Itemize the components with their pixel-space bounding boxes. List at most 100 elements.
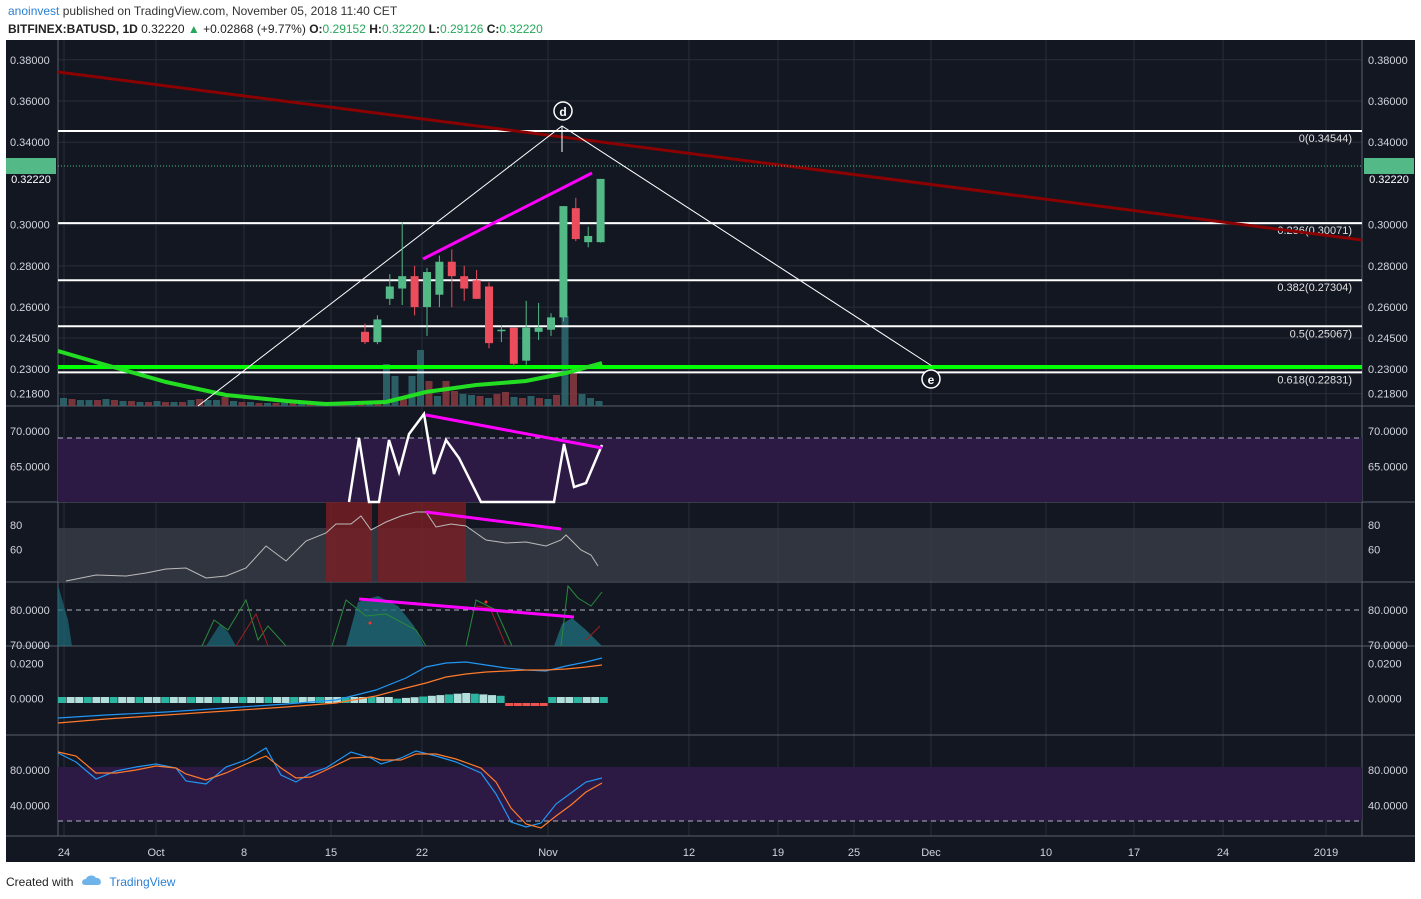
price-tick-right: 0.30000 xyxy=(1368,220,1408,232)
macd-hist-bar xyxy=(298,697,307,703)
low-value: 0.29126 xyxy=(440,22,484,36)
macd-hist-bar xyxy=(230,697,238,703)
last-price-tag-right: 0.32220 xyxy=(1369,174,1409,186)
macd-hist-bar xyxy=(531,703,539,706)
price-tick-left: 0.26000 xyxy=(10,302,50,314)
time-tick-label: Dec xyxy=(921,847,941,859)
volume-bar xyxy=(298,404,305,406)
volume-bar xyxy=(153,401,161,406)
macd-hist-bar xyxy=(488,695,496,703)
pattern-point-d[interactable]: d xyxy=(553,101,573,121)
stoch-d-line xyxy=(57,751,603,829)
volume-bar xyxy=(289,403,297,406)
macd-hist-bar xyxy=(565,697,574,703)
close-value: 0.32220 xyxy=(499,22,543,36)
symbol-info: BITFINEX:BATUSD, 1D 0.32220 ▲ +0.02868 (… xyxy=(8,22,543,36)
indicator-tick-right: 80.0000 xyxy=(1368,765,1408,777)
pattern-point-e[interactable]: e xyxy=(921,369,941,389)
mfi-divergence-line xyxy=(358,597,575,619)
macd-hist-bar xyxy=(462,693,471,703)
candle-body xyxy=(435,261,444,295)
price-trendline-magenta xyxy=(422,171,593,261)
macd-hist-bar xyxy=(599,697,608,703)
rsi-line xyxy=(347,410,604,504)
time-tick-label: 19 xyxy=(772,847,784,859)
volume-bar xyxy=(179,402,186,406)
macd-hist-bar xyxy=(161,697,170,703)
macd-hist-bar xyxy=(453,693,462,703)
volume-bar xyxy=(204,400,212,406)
volume-bar xyxy=(561,316,569,406)
volume-bar xyxy=(213,400,220,406)
fib-level-label: 0.618(0.22831) xyxy=(1277,374,1352,386)
volume-bar xyxy=(170,402,178,406)
volume-bar xyxy=(281,403,288,406)
last-price-tag: 0.32220 0.32220 xyxy=(6,158,1414,186)
macd-hist-bar xyxy=(290,697,299,703)
candle-body xyxy=(447,261,456,277)
macd-hist-bar xyxy=(101,697,109,703)
fib-levels: 0(0.34544) 0.236(0.30071) 0.382(0.27304) 0.… xyxy=(58,130,1362,386)
macd-hist-bar xyxy=(58,697,66,703)
change-arrow-icon: ▲ xyxy=(187,22,200,36)
candle-body xyxy=(485,286,493,344)
author-link[interactable]: anoinvest xyxy=(8,4,60,18)
indicator-axes: 70.0000 70.0000 65.0000 65.0000 80 80 60 60 0.02… xyxy=(10,426,1408,812)
volume-bar xyxy=(77,400,84,406)
stoch-rsi-band xyxy=(58,528,1362,582)
volume-bar xyxy=(102,399,110,406)
mfi-tick-right: 80.0000 xyxy=(1368,605,1408,617)
volume-bar xyxy=(221,397,229,406)
candle-body xyxy=(559,206,568,318)
price-tick-right: 0.36000 xyxy=(1368,96,1408,108)
macd-hist-bar xyxy=(247,697,256,703)
volume-bar xyxy=(230,401,237,406)
volume-bar xyxy=(94,400,101,406)
time-tick-label: 8 xyxy=(241,847,247,859)
indicator-tick-left: 80.0000 xyxy=(10,765,50,777)
macd-hist-bar xyxy=(212,697,221,703)
macd-hist-bar xyxy=(126,697,135,703)
macd-hist-bar xyxy=(316,697,324,703)
macd-hist-bar xyxy=(376,697,385,703)
macd-hist-bar xyxy=(273,697,281,703)
chart-canvas[interactable]: 0(0.34544)0.236(0.30071)0.382(0.27304)0.… xyxy=(6,40,1415,862)
time-tick-label: 24 xyxy=(1217,847,1229,859)
macd-hist-bar xyxy=(307,697,316,703)
volume-bar xyxy=(442,381,450,406)
fib-level-label: 0.5(0.25067) xyxy=(1290,328,1352,340)
rsi-overbought-zone xyxy=(58,438,1362,502)
fib-level-label: 0.236(0.30071) xyxy=(1277,225,1352,237)
high-label: H: xyxy=(369,22,382,36)
price-tick-left: 0.28000 xyxy=(10,261,50,273)
volume-bar xyxy=(553,395,560,406)
tradingview-brand-link[interactable]: TradingView xyxy=(109,874,176,889)
volume-bar xyxy=(536,398,543,406)
macd-hist-bar xyxy=(92,697,101,703)
publish-text: published on TradingView.com, November 0… xyxy=(62,4,398,18)
price-change: +0.02868 (+9.77%) xyxy=(203,22,306,36)
mfi-areas xyxy=(58,584,603,647)
indicator-tick-left: 0.0000 xyxy=(10,693,44,705)
time-tick-label: 15 xyxy=(325,847,337,859)
indicator-tick-left: 70.0000 xyxy=(10,426,50,438)
rsi-divergence-line xyxy=(425,413,603,450)
mfi-tick-left: 80.0000 xyxy=(10,605,50,617)
price-tick-left: 0.21800 xyxy=(10,389,50,401)
volume-bar xyxy=(162,402,169,406)
indicator-tick-right: 70.0000 xyxy=(1368,426,1408,438)
time-tick-label: 10 xyxy=(1040,847,1052,859)
macd-hist-bar xyxy=(393,698,402,703)
volume-bar xyxy=(595,401,603,406)
candle-body xyxy=(522,327,531,361)
macd-hist-bar xyxy=(513,703,522,706)
high-value: 0.32220 xyxy=(381,22,426,36)
macd-hist-bar xyxy=(402,697,410,703)
stoch-band xyxy=(58,767,1362,821)
volume-bar xyxy=(247,402,254,406)
indicator-tick-left: 60 xyxy=(10,544,22,556)
macd-hist-bar xyxy=(522,703,531,706)
indicator-tick-right: 60 xyxy=(1368,544,1380,556)
macd-hist-bar xyxy=(135,697,144,703)
macd-hist-bar xyxy=(574,697,582,703)
